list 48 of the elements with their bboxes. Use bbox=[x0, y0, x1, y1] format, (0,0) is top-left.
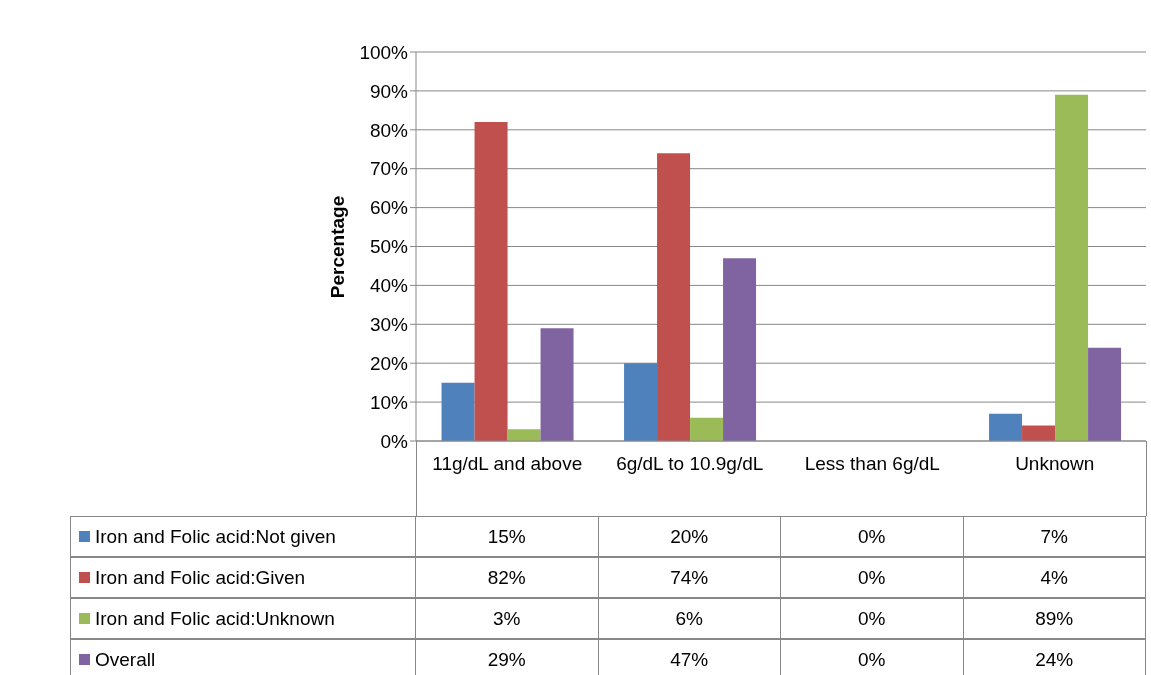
data-label: 47% bbox=[598, 639, 781, 675]
x-tick-label: 6g/dL to 10.9g/dL bbox=[616, 453, 764, 475]
y-tick-label: 30% bbox=[369, 314, 409, 336]
data-label: 0% bbox=[781, 598, 964, 639]
bar bbox=[624, 363, 658, 441]
bar bbox=[657, 153, 691, 441]
x-tick-label: 11g/dL and above bbox=[432, 453, 583, 475]
legend-label: Overall bbox=[95, 648, 156, 671]
bar bbox=[540, 328, 574, 441]
data-label: 29% bbox=[416, 639, 599, 675]
data-label: 20% bbox=[598, 516, 781, 557]
data-label: 3% bbox=[416, 598, 599, 639]
data-label: 0% bbox=[781, 557, 964, 598]
y-tick-label: 100% bbox=[359, 41, 409, 63]
data-label: 0% bbox=[781, 516, 964, 557]
data-label: 0% bbox=[781, 639, 964, 675]
y-tick-label: 90% bbox=[369, 80, 409, 102]
bar bbox=[474, 122, 508, 441]
y-tick-label: 20% bbox=[369, 352, 409, 374]
y-tick-label: 60% bbox=[369, 197, 409, 219]
bar bbox=[1088, 347, 1122, 441]
data-label: 15% bbox=[416, 516, 599, 557]
x-tick-label: Unknown bbox=[1015, 453, 1095, 475]
y-tick-label: 50% bbox=[369, 236, 409, 258]
data-label: 74% bbox=[598, 557, 781, 598]
legend-label: Iron and Folic acid:Given bbox=[95, 566, 306, 589]
bar bbox=[690, 417, 724, 441]
data-label: 4% bbox=[963, 557, 1146, 598]
legend-label: Iron and Folic acid:Not given bbox=[95, 525, 336, 548]
data-label: 82% bbox=[416, 557, 599, 598]
data-label: 6% bbox=[598, 598, 781, 639]
bar bbox=[989, 413, 1023, 441]
x-tick-label: Less than 6g/dL bbox=[804, 453, 940, 475]
bar bbox=[441, 382, 475, 441]
data-label: 7% bbox=[963, 516, 1146, 557]
bar bbox=[507, 429, 541, 441]
y-tick-label: 70% bbox=[369, 158, 409, 180]
bar bbox=[1022, 425, 1056, 441]
legend-label: Iron and Folic acid:Unknown bbox=[95, 607, 335, 630]
data-label: 89% bbox=[963, 598, 1146, 639]
y-axis-title: Percentage bbox=[327, 195, 349, 298]
bar bbox=[723, 258, 757, 441]
y-tick-label: 40% bbox=[369, 275, 409, 297]
y-tick-label: 80% bbox=[369, 119, 409, 141]
data-label: 24% bbox=[963, 639, 1146, 675]
y-tick-label: 10% bbox=[369, 391, 409, 413]
bar bbox=[1055, 94, 1089, 441]
y-tick-label: 0% bbox=[380, 430, 409, 452]
